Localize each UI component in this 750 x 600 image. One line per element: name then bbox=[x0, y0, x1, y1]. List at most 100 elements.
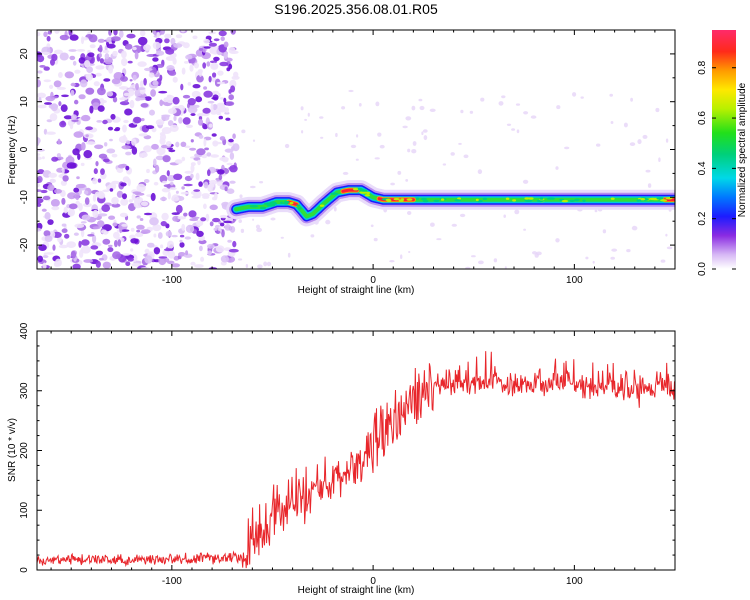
noise-blob bbox=[90, 245, 99, 250]
noise-blob bbox=[139, 218, 144, 221]
noise-speckle bbox=[270, 217, 276, 221]
noise-speckle bbox=[287, 252, 291, 258]
noise-blob bbox=[63, 206, 68, 214]
noise-speckle bbox=[631, 225, 638, 231]
noise-blob bbox=[61, 197, 66, 205]
colorbar-ticks: 0.0 0.2 0.4 0.6 0.8 bbox=[697, 60, 736, 276]
noise-blob bbox=[158, 256, 167, 266]
noise-blob bbox=[223, 97, 227, 103]
noise-blob bbox=[161, 127, 172, 134]
noise-speckle bbox=[594, 209, 598, 213]
noise-blob bbox=[37, 183, 40, 188]
noise-blob bbox=[85, 87, 95, 95]
noise-blob bbox=[220, 255, 229, 263]
noise-blob bbox=[148, 72, 155, 78]
noise-blob bbox=[155, 50, 165, 56]
noise-blob bbox=[163, 248, 174, 252]
noise-blob bbox=[167, 120, 174, 127]
snr-frame bbox=[36, 330, 676, 571]
noise-blob bbox=[216, 81, 226, 85]
noise-blob bbox=[171, 263, 180, 268]
noise-blob bbox=[98, 153, 108, 159]
x-tick-label: 100 bbox=[566, 275, 583, 286]
noise-blob bbox=[230, 30, 236, 35]
noise-blob bbox=[229, 165, 238, 173]
noise-blob bbox=[80, 79, 88, 88]
noise-blob bbox=[37, 104, 47, 109]
noise-blob bbox=[218, 174, 223, 181]
noise-blob bbox=[123, 92, 131, 97]
noise-blob bbox=[37, 79, 41, 88]
noise-speckle bbox=[522, 179, 529, 184]
noise-blob bbox=[85, 134, 89, 138]
noise-blob bbox=[161, 114, 171, 118]
noise-blob bbox=[220, 222, 225, 227]
noise-blob bbox=[46, 131, 56, 135]
noise-blob bbox=[180, 83, 184, 91]
noise-blob bbox=[42, 195, 51, 201]
noise-blob bbox=[49, 84, 54, 89]
spectrogram-y-ticks: -20 -10 0 10 20 bbox=[19, 29, 675, 270]
noise-blob bbox=[58, 72, 63, 78]
noise-blob bbox=[167, 191, 171, 200]
noise-speckle bbox=[325, 219, 331, 225]
noise-blob bbox=[119, 225, 123, 234]
noise-blob bbox=[112, 50, 118, 57]
noise-blob bbox=[192, 216, 200, 219]
ridge-speckle bbox=[582, 199, 586, 202]
noise-blob bbox=[155, 119, 165, 126]
noise-blob bbox=[143, 145, 152, 153]
noise-blob bbox=[209, 221, 214, 227]
noise-blob bbox=[102, 119, 108, 125]
noise-blob bbox=[196, 74, 204, 83]
noise-blob bbox=[167, 250, 176, 259]
noise-blob bbox=[155, 155, 165, 161]
noise-blob bbox=[209, 47, 214, 54]
noise-blob bbox=[203, 86, 208, 90]
noise-blob bbox=[157, 232, 163, 239]
noise-blob bbox=[97, 105, 105, 112]
noise-blob bbox=[103, 158, 110, 163]
noise-blob bbox=[212, 90, 219, 95]
colorbar-gradient bbox=[712, 30, 736, 269]
noise-blob bbox=[100, 168, 105, 176]
noise-speckle bbox=[442, 163, 447, 166]
noise-blob bbox=[93, 81, 100, 87]
noise-blob bbox=[202, 62, 207, 69]
noise-blob bbox=[207, 243, 215, 249]
noise-blob bbox=[203, 46, 212, 49]
ridge-speckle bbox=[574, 198, 580, 201]
noise-blob bbox=[134, 232, 144, 237]
noise-speckle bbox=[319, 116, 324, 119]
noise-speckle bbox=[658, 157, 661, 162]
noise-blob bbox=[175, 141, 180, 148]
colorbar-tick-label: 0.2 bbox=[697, 211, 708, 225]
noise-blob bbox=[173, 43, 183, 48]
noise-blob bbox=[37, 70, 43, 74]
noise-speckle bbox=[458, 142, 462, 145]
noise-blob bbox=[97, 38, 105, 43]
noise-blob bbox=[143, 44, 151, 51]
noise-blob bbox=[68, 49, 77, 52]
noise-blob bbox=[198, 181, 203, 187]
noise-blob bbox=[85, 126, 93, 131]
noise-speckle bbox=[665, 138, 669, 143]
ridge-speckle bbox=[420, 197, 428, 201]
noise-blob bbox=[213, 56, 220, 62]
noise-blob bbox=[135, 96, 141, 102]
noise-blob bbox=[122, 193, 127, 200]
noise-blob bbox=[219, 97, 224, 100]
chart-title: S196.2025.356.08.01.R05 bbox=[274, 1, 438, 17]
noise-blob bbox=[44, 102, 52, 105]
noise-blob bbox=[37, 137, 40, 146]
noise-blob bbox=[228, 138, 234, 143]
noise-blob bbox=[99, 98, 104, 102]
noise-blob bbox=[44, 252, 54, 255]
noise-blob bbox=[73, 232, 79, 236]
noise-blob bbox=[196, 230, 204, 237]
noise-speckle bbox=[626, 249, 631, 253]
noise-blob bbox=[70, 89, 75, 97]
noise-blob bbox=[107, 247, 114, 253]
noise-speckle bbox=[429, 108, 436, 113]
noise-speckle bbox=[611, 248, 618, 252]
